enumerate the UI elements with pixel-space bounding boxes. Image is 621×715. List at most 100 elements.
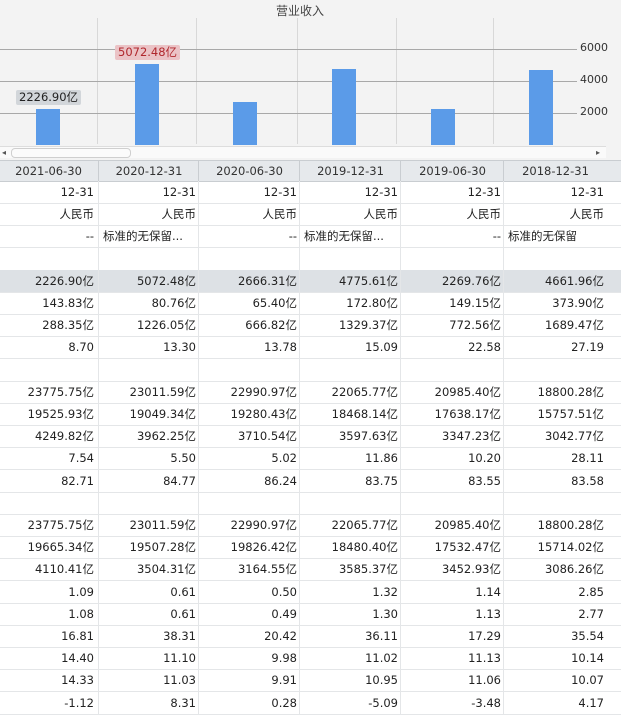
table-row[interactable]: -- 标准的无保留... -- 标准的无保留... -- 标准的无保留 (0, 225, 621, 249)
table-cell: 10.14 (571, 651, 604, 666)
chart-bar-2020-06-30[interactable] (233, 102, 257, 145)
table-cell: 83.58 (571, 473, 604, 488)
table-cell: 17532.47亿 (434, 540, 501, 555)
table-cell: 84.77 (163, 473, 196, 488)
chart-bar-2019-12-31[interactable] (332, 69, 356, 145)
column-divider (198, 536, 199, 559)
table-cell: 16.81 (61, 629, 94, 643)
table-row[interactable]: 23775.75亿 23011.59亿 22990.97亿 22065.77亿 2098… (0, 380, 621, 404)
column-divider (400, 558, 401, 581)
column-divider (299, 181, 300, 203)
column-divider (299, 625, 300, 647)
table-cell: 19280.43亿 (230, 407, 297, 421)
table-row[interactable] (0, 247, 621, 271)
header-divider (98, 161, 99, 181)
table-cell (504, 359, 604, 381)
table-cell (199, 492, 297, 514)
table-row[interactable]: 2226.90亿 5072.48亿 2666.31亿 4775.61亿 2269.76亿… (0, 269, 621, 293)
table-cell: 2.77 (578, 606, 604, 621)
chart-bar-2018-12-31[interactable] (529, 70, 553, 145)
table-cell (504, 492, 604, 514)
table-cell: 14.33 (61, 673, 94, 688)
column-divider (400, 469, 401, 492)
bar-value-label: 5072.48亿 (115, 45, 181, 60)
revenue-chart: 营业收入 2000 4000 6000 2226.90亿 5072.48亿 ◂ ▸ (0, 0, 621, 162)
scroll-left-arrow-icon[interactable]: ◂ (2, 148, 7, 157)
column-divider (299, 447, 300, 470)
column-header-2019-06-30[interactable]: 2019-06-30 (419, 164, 486, 178)
column-divider (400, 536, 401, 559)
table-row[interactable]: 19665.34亿 19507.28亿 19826.42亿 18480.40亿 1753… (0, 536, 621, 560)
column-divider (98, 669, 99, 692)
table-row[interactable]: 19525.93亿 19049.34亿 19280.43亿 18468.14亿 1763… (0, 403, 621, 426)
table-cell: 20985.40亿 (434, 384, 501, 399)
scroll-right-arrow-icon[interactable]: ▸ (596, 148, 601, 157)
table-row[interactable] (0, 491, 621, 515)
table-row[interactable]: 143.83亿 80.76亿 65.40亿 172.80亿 149.15亿 373.90亿 (0, 292, 621, 315)
table-row[interactable]: 4249.82亿 3962.25亿 3710.54亿 3597.63亿 3347.23亿… (0, 425, 621, 449)
table-cell: 22065.77亿 (331, 384, 398, 399)
column-divider (503, 669, 504, 692)
table-cell (99, 492, 196, 514)
column-divider (198, 403, 199, 425)
table-row[interactable]: 4110.41亿 3504.31亿 3164.55亿 3585.37亿 3452.93亿… (0, 558, 621, 582)
table-cell: 20985.40亿 (434, 518, 501, 532)
table-row[interactable]: 14.33 11.03 9.91 10.95 11.06 10.07 (0, 669, 621, 693)
table-cell: 3347.23亿 (441, 429, 501, 444)
chart-scrollbar[interactable]: ◂ ▸ (0, 146, 606, 158)
column-divider (198, 269, 199, 292)
table-row[interactable]: 14.40 11.10 9.98 11.02 11.13 10.14 (0, 647, 621, 671)
table-cell: 10.95 (365, 673, 398, 688)
column-header-2020-06-30[interactable]: 2020-06-30 (216, 164, 283, 178)
table-row[interactable]: 82.71 84.77 86.24 83.75 83.55 83.58 (0, 469, 621, 493)
chart-bar-2021-06-30[interactable] (36, 109, 60, 145)
table-row[interactable]: 12-31 12-31 12-31 12-31 12-31 12-31 (0, 181, 621, 204)
column-divider (299, 536, 300, 559)
column-divider (98, 358, 99, 381)
table-row[interactable]: 1.08 0.61 0.49 1.30 1.13 2.77 (0, 602, 621, 626)
y-tick-label: 6000 (580, 41, 608, 54)
column-divider (98, 602, 99, 625)
table-row[interactable]: -1.12 8.31 0.28 -5.09 -3.48 4.17 (0, 691, 621, 715)
column-header-2018-12-31[interactable]: 2018-12-31 (522, 164, 589, 178)
column-divider (503, 292, 504, 314)
table-cell: 0.61 (170, 606, 196, 621)
chart-title: 营业收入 (275, 4, 324, 18)
column-divider (198, 425, 199, 448)
column-divider (400, 269, 401, 292)
column-divider (299, 403, 300, 425)
scroll-thumb[interactable] (11, 148, 131, 158)
table-cell: 人民币 (161, 207, 197, 222)
column-header-2020-12-31[interactable]: 2020-12-31 (115, 164, 183, 178)
column-divider (503, 181, 504, 203)
table-cell: 人民币 (363, 207, 399, 222)
table-row[interactable]: 8.70 13.30 13.78 15.09 22.58 27.19 (0, 336, 621, 360)
table-cell: 0.28 (271, 695, 297, 710)
column-divider (400, 625, 401, 647)
table-cell: 143.83亿 (42, 296, 94, 310)
table-row[interactable]: 1.09 0.61 0.50 1.32 1.14 2.85 (0, 580, 621, 604)
table-cell: 0.49 (271, 606, 297, 621)
column-divider (503, 336, 504, 359)
column-divider (299, 514, 300, 536)
chart-bar-2020-12-31[interactable] (135, 64, 159, 145)
table-cell (401, 492, 501, 514)
column-divider (299, 691, 300, 714)
table-cell: 1329.37亿 (338, 318, 398, 333)
table-row[interactable]: 288.35亿 1226.05亿 666.82亿 1329.37亿 772.56亿 168… (0, 314, 621, 338)
column-header-2019-12-31[interactable]: 2019-12-31 (317, 164, 384, 178)
table-cell (199, 248, 297, 270)
column-divider (299, 647, 300, 670)
column-header-2021-06-30[interactable]: 2021-06-30 (15, 164, 82, 178)
table-row[interactable]: 7.54 5.50 5.02 11.86 10.20 28.11 (0, 447, 621, 471)
column-divider (98, 425, 99, 448)
column-divider (98, 536, 99, 559)
table-row[interactable]: 23775.75亿 23011.59亿 22990.97亿 22065.77亿 2098… (0, 514, 621, 537)
table-cell: 4110.41亿 (34, 562, 94, 577)
table-cell: 22.58 (468, 340, 501, 355)
table-row[interactable]: 人民币 人民币 人民币 人民币 人民币 人民币 (0, 203, 621, 227)
chart-bar-2019-06-30[interactable] (431, 109, 455, 145)
table-row[interactable]: 16.81 38.31 20.42 36.11 17.29 35.54 (0, 625, 621, 648)
table-cell (0, 492, 94, 514)
table-row[interactable] (0, 358, 621, 382)
